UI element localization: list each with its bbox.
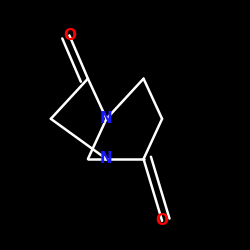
Text: O: O <box>63 28 76 43</box>
Text: N: N <box>100 111 113 126</box>
Text: N: N <box>100 152 113 166</box>
Text: O: O <box>156 213 168 228</box>
